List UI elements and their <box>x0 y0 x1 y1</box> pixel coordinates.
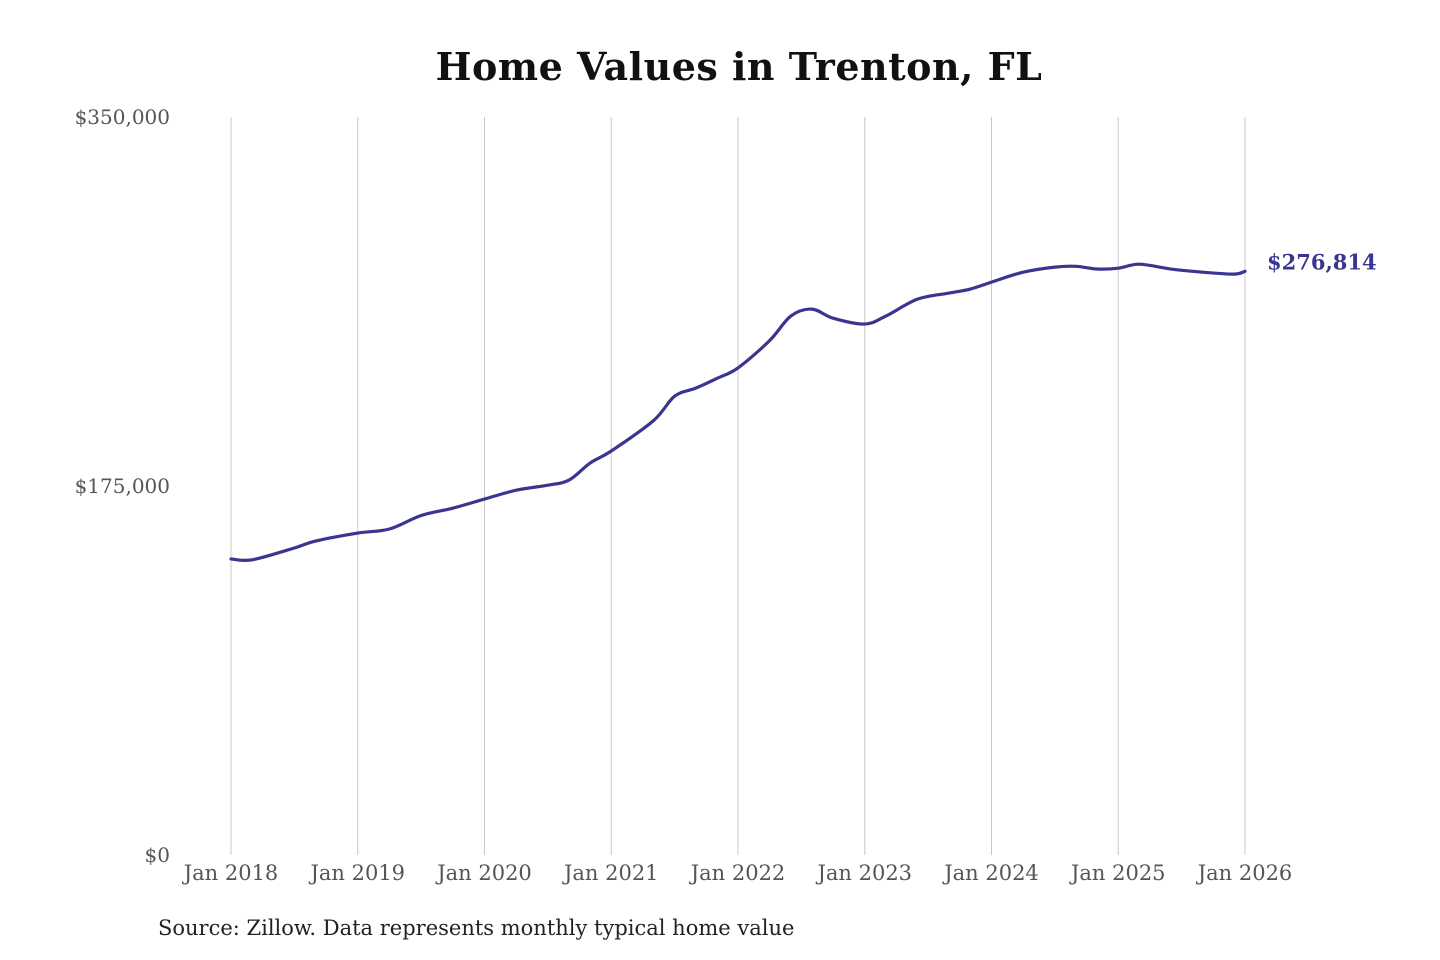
x-tick-label: Jan 2018 <box>182 861 279 885</box>
x-tick-label: Jan 2024 <box>942 861 1039 885</box>
y-tick-label: $0 <box>145 843 170 867</box>
y-axis: $0 $175,000 $350,000 <box>75 105 170 867</box>
x-tick-label: Jan 2026 <box>1196 861 1293 885</box>
source-note: Source: Zillow. Data represents monthly … <box>158 916 795 940</box>
x-tick-label: Jan 2025 <box>1069 861 1166 885</box>
chart-title: Home Values in Trenton, FL <box>435 44 1043 89</box>
x-tick-label: Jan 2019 <box>308 861 405 885</box>
x-tick-label: Jan 2021 <box>562 861 659 885</box>
x-tick-label: Jan 2023 <box>815 861 912 885</box>
gridlines <box>230 117 1246 855</box>
end-value-label: $276,814 <box>1267 249 1377 274</box>
series-line <box>229 262 1247 563</box>
x-tick-label: Jan 2020 <box>435 861 532 885</box>
y-tick-label: $350,000 <box>75 105 170 129</box>
y-tick-label: $175,000 <box>75 474 170 498</box>
x-tick-label: Jan 2022 <box>689 861 786 885</box>
x-axis: Jan 2018 Jan 2019 Jan 2020 Jan 2021 Jan 2022… <box>182 861 1293 885</box>
